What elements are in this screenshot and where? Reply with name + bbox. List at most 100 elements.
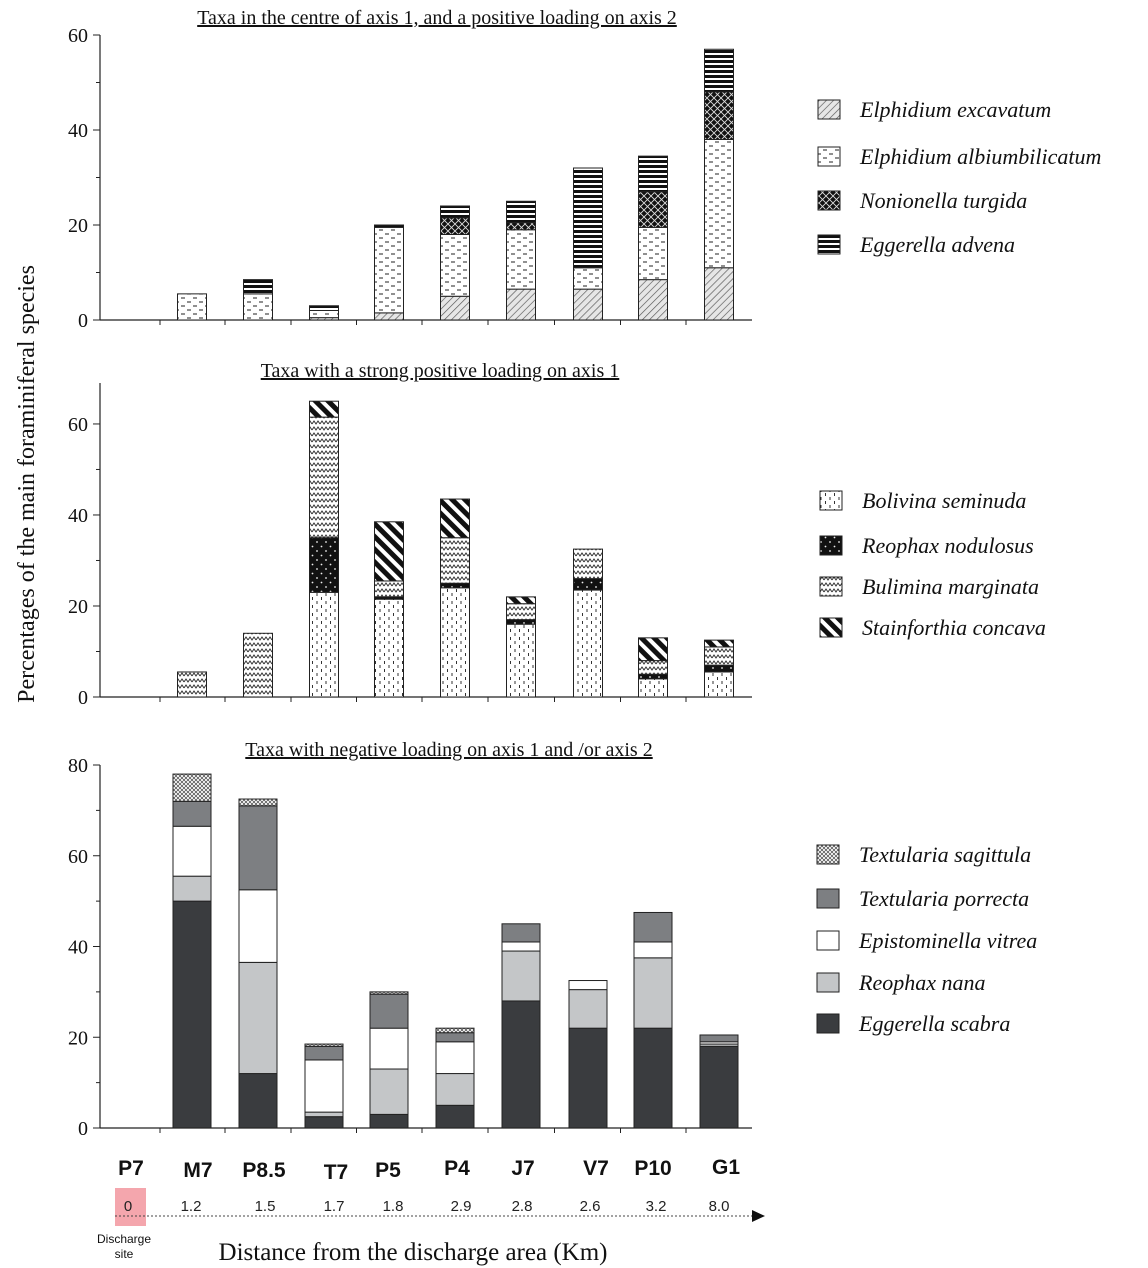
- legend-label-1-3: Nonionella turgida: [859, 188, 1027, 213]
- bar-segment-T7-3-4: [304, 1045, 344, 1061]
- bar-segment-P8.5-1-4: [243, 279, 273, 295]
- station-label: P5: [375, 1159, 401, 1182]
- distance-label: 1.8: [383, 1198, 404, 1215]
- bar-segment-V7-3-1: [568, 1027, 608, 1129]
- bar-segment-T7-3-1: [304, 1116, 344, 1129]
- bar-segment-T7-3-3: [304, 1059, 344, 1113]
- bar-segment-G1-1-2: [704, 139, 734, 269]
- bar-segment-T7-2-3: [309, 416, 339, 539]
- panel-1-legend: Elphidium excavatum Elphidium albiumbilic…: [817, 97, 1101, 257]
- station-label: T7: [324, 1161, 349, 1184]
- bar-segment-P10-2-2: [638, 673, 668, 680]
- distance-label: 1.7: [324, 1198, 345, 1215]
- bar-segment-P5-3-2: [369, 1068, 409, 1115]
- bar-segment-P5-3-4: [369, 993, 409, 1029]
- legend-label-2-1: Bolivina seminuda: [862, 488, 1026, 513]
- bar-segment-J7-3-4: [501, 923, 541, 943]
- bar-segment-P5-3-5: [369, 991, 409, 995]
- panel-2-y-tick-label: 20: [68, 596, 88, 618]
- y-axis-label: Percentages of the main foraminiferal sp…: [14, 265, 40, 703]
- bar-segment-G1-3-4: [699, 1034, 739, 1043]
- bar-segment-J7-2-1: [506, 623, 536, 698]
- legend-swatch-3-4: [816, 888, 840, 909]
- legend-swatch-2-1: [819, 490, 843, 511]
- bar-segment-P10-1-4: [638, 155, 668, 193]
- bar-segment-P5-1-2: [374, 226, 404, 314]
- distance-label: 2.6: [580, 1198, 601, 1215]
- bar-segment-T7-3-5: [304, 1043, 344, 1047]
- legend-swatch-3-1: [816, 1013, 840, 1034]
- bar-segment-P4-2-3: [440, 537, 470, 584]
- panel-2-y-tick-label: 40: [68, 505, 88, 527]
- bar-segment-P8.5-3-5: [238, 798, 278, 807]
- chart-panels: Taxa in the centre of axis 1, and a posi…: [68, 7, 1101, 1140]
- panel-2: Taxa with a strong positive loading on a…: [68, 360, 1046, 709]
- legend-label-2-3: Bulimina marginata: [862, 574, 1039, 599]
- bar-segment-T7-1-4: [309, 305, 339, 311]
- bar-segment-M7-3-2: [172, 875, 212, 902]
- bar-segment-P4-3-5: [435, 1027, 475, 1034]
- legend-label-3-2: Reophax nana: [858, 970, 985, 995]
- bar-segment-P8.5-3-2: [238, 961, 278, 1075]
- legend-swatch-2-2: [819, 535, 843, 556]
- legend-label-1-4: Eggerella advena: [859, 232, 1015, 257]
- panel-3-y-tick-label: 40: [68, 937, 88, 959]
- bar-segment-G1-1-4: [704, 48, 734, 93]
- legend-swatch-1-1: [817, 99, 841, 120]
- bar-segment-P4-3-4: [435, 1032, 475, 1043]
- station-label: P4: [444, 1157, 470, 1180]
- panel-1-y-tick-label: 20: [68, 215, 88, 237]
- bar-segment-P5-1-1: [374, 312, 404, 321]
- legend-label-2-2: Reophax nodulosus: [861, 533, 1034, 558]
- station-label: G1: [712, 1156, 740, 1179]
- bar-segment-P10-3-4: [633, 911, 673, 943]
- distance-label: 8.0: [709, 1198, 730, 1215]
- legend-label-2-4: Stainforthia concava: [862, 615, 1046, 640]
- panel-3-legend: Eggerella scabra Reophax nana Epistominell…: [816, 842, 1037, 1036]
- bar-segment-V7-1-2: [573, 267, 603, 290]
- station-label: M7: [183, 1159, 212, 1182]
- station-label: V7: [583, 1157, 609, 1180]
- bar-segment-G1-2-1: [704, 671, 734, 698]
- bar-segment-P5-2-1: [374, 598, 404, 698]
- panel-3-y-tick-label: 60: [68, 846, 88, 868]
- panel-2-y-tick-label: 0: [78, 687, 88, 709]
- bar-segment-V7-3-3: [568, 980, 608, 991]
- bar-segment-J7-3-3: [501, 941, 541, 952]
- legend-swatch-2-3: [819, 576, 843, 597]
- station-label: P8.5: [242, 1159, 286, 1182]
- bar-segment-P10-3-2: [633, 957, 673, 1029]
- bar-segment-M7-3-5: [172, 773, 212, 802]
- distance-axis-arrow: [752, 1210, 765, 1222]
- bar-segment-P4-3-3: [435, 1041, 475, 1075]
- bar-segment-J7-3-1: [501, 1000, 541, 1129]
- bar-segment-J7-1-1: [506, 288, 536, 321]
- distance-label: 3.2: [646, 1198, 667, 1215]
- discharge-note-line-2: site: [115, 1247, 134, 1261]
- distance-label: 2.9: [451, 1198, 472, 1215]
- bar-segment-V7-2-2: [573, 578, 603, 591]
- legend-swatch-1-4: [817, 234, 841, 255]
- bar-segment-P4-1-2: [440, 234, 470, 297]
- bar-segment-P5-1-4: [374, 224, 404, 228]
- bar-segment-G1-2-3: [704, 646, 734, 666]
- bar-segment-P10-2-4: [638, 637, 668, 662]
- panel-3-y-tick-label: 0: [78, 1118, 88, 1140]
- legend-label-3-1: Eggerella scabra: [858, 1011, 1010, 1036]
- bar-segment-P10-2-1: [638, 678, 668, 698]
- bar-segment-V7-2-3: [573, 548, 603, 580]
- bar-segment-P4-2-4: [440, 498, 470, 539]
- bar-segment-J7-2-2: [506, 619, 536, 625]
- panel-2-legend: Bolivina seminuda Reophax nodulosus Bulimi…: [819, 488, 1046, 640]
- bar-segment-P4-1-4: [440, 205, 470, 219]
- legend-label-3-4: Textularia porrecta: [859, 886, 1029, 911]
- legend-label-1-1: Elphidium excavatum: [859, 97, 1051, 122]
- bar-segment-M7-3-4: [172, 800, 212, 827]
- panel-1: Taxa in the centre of axis 1, and a posi…: [68, 7, 1101, 332]
- bar-segment-P4-3-2: [435, 1073, 475, 1106]
- distance-label: 2.8: [512, 1198, 533, 1215]
- bar-segment-M7-1-2: [177, 293, 207, 321]
- distance-label: 0: [124, 1198, 132, 1215]
- panel-2-y-tick-label: 60: [68, 414, 88, 436]
- bar-segment-G1-2-2: [704, 664, 734, 673]
